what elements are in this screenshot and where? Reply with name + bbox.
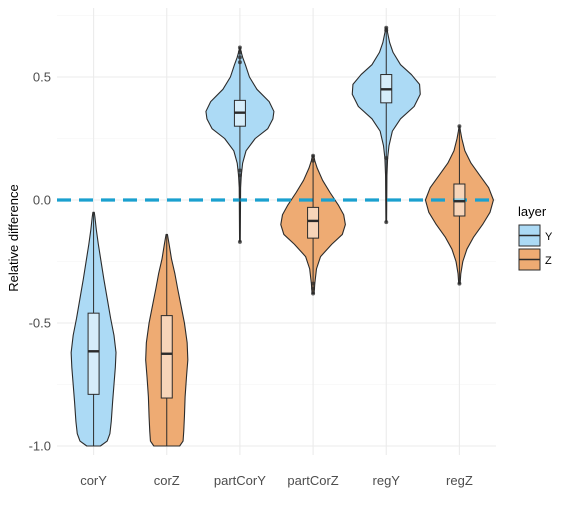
boxplot-regy [380, 25, 393, 225]
boxplot-corz [160, 234, 173, 446]
legend-label: Z [545, 255, 552, 267]
outlier-point [237, 45, 242, 50]
y-axis-ticks: -1.0 -0.5 0.0 0.5 [29, 70, 51, 454]
box-iqr [87, 312, 100, 395]
outlier-point [384, 25, 389, 30]
box-iqr [453, 183, 466, 217]
violins [70, 27, 494, 447]
x-tick-label-cory: corY [80, 473, 107, 488]
y-tick-label: 0.0 [33, 193, 51, 208]
x-tick-label-partcory: partCorY [214, 473, 266, 488]
legend-label: Y [545, 231, 553, 243]
outlier-point [457, 124, 462, 129]
y-tick-label: 0.5 [33, 70, 51, 85]
outlier-point [311, 281, 316, 286]
grid-lines [57, 8, 496, 455]
outlier-point [457, 281, 462, 286]
boxplot-regz [453, 124, 466, 286]
outlier-point [311, 153, 316, 158]
x-tick-label-partcorz: partCorZ [287, 473, 338, 488]
x-tick-label-corz: corZ [154, 473, 180, 488]
legend-item-y: Y [518, 224, 553, 247]
x-tick-label-regz: regZ [446, 473, 473, 488]
boxplots [87, 25, 466, 446]
outlier-point [311, 286, 316, 291]
outlier-point [237, 173, 242, 178]
box-iqr [307, 206, 320, 239]
outlier-point [384, 156, 389, 161]
y-axis-label: Relative difference [6, 184, 21, 291]
outlier-point [237, 50, 242, 55]
outlier-point [237, 168, 242, 173]
y-tick-label: -0.5 [29, 316, 51, 331]
y-tick-label: -1.0 [29, 439, 51, 454]
boxplot-partcory [233, 45, 246, 244]
outlier-point [237, 60, 242, 65]
x-tick-label-regy: regY [373, 473, 401, 488]
outlier-point [311, 158, 316, 163]
box-iqr [160, 315, 173, 399]
outlier-point [384, 220, 389, 225]
outlier-point [237, 55, 242, 60]
x-axis-ticks: corY corZ partCorY partCorZ regY regZ [80, 473, 473, 488]
boxplot-partcorz [307, 153, 320, 296]
outlier-point [237, 239, 242, 244]
boxplot-cory [87, 212, 100, 446]
legend: layer YZ [518, 204, 553, 271]
legend-title: layer [518, 204, 547, 219]
outlier-point [311, 291, 316, 296]
legend-item-z: Z [518, 248, 552, 271]
